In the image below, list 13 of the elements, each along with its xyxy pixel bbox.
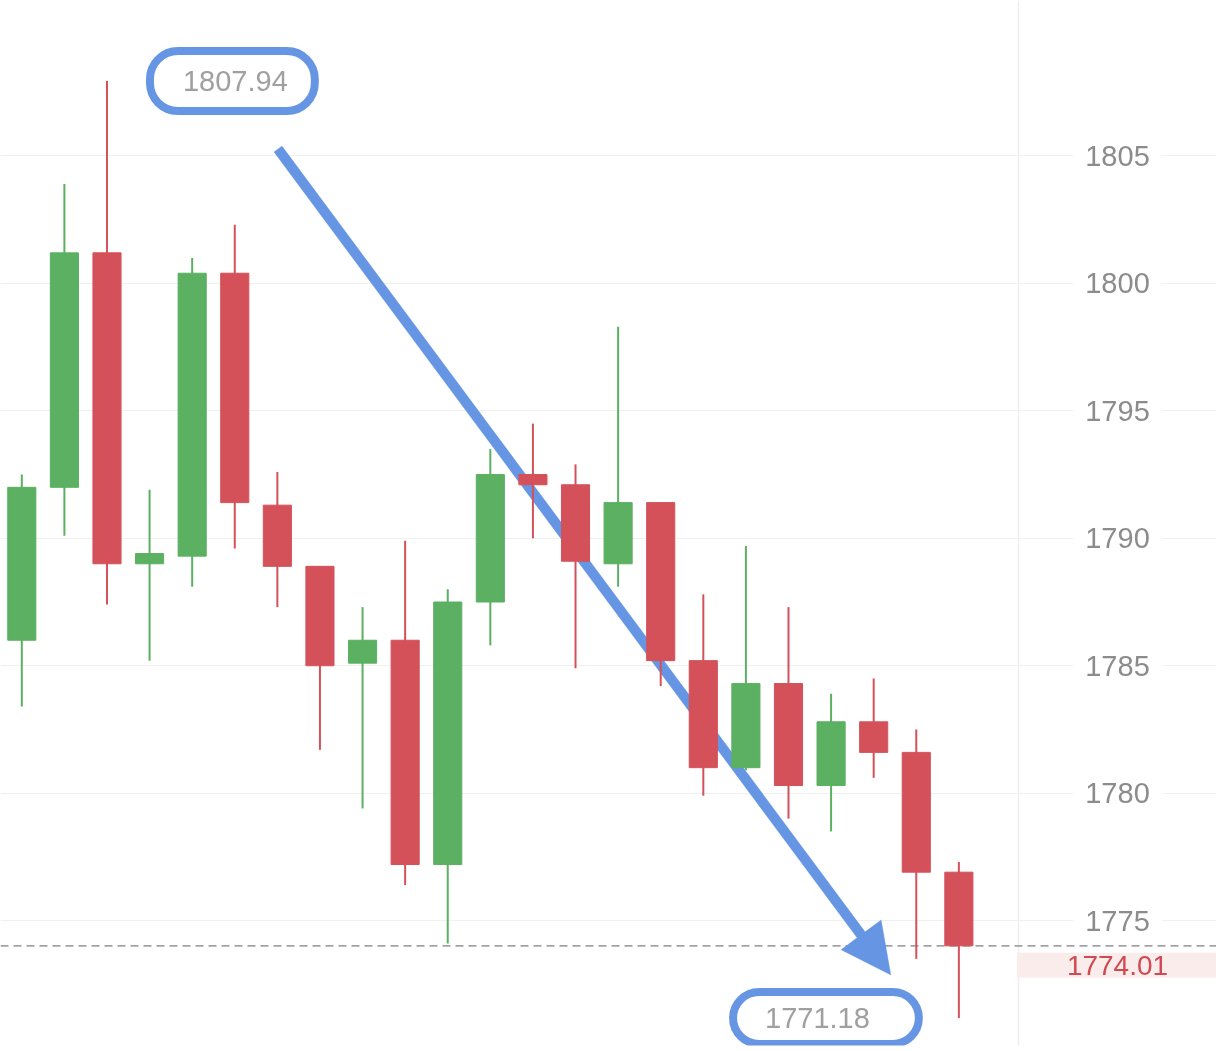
- y-tick-label: 1780: [1085, 777, 1150, 810]
- y-tick-label: 1790: [1085, 522, 1150, 555]
- y-tick-label: 1795: [1085, 394, 1150, 427]
- y-tick-label: 1800: [1085, 267, 1150, 300]
- annotation: 1807.94: [182, 65, 288, 98]
- y-tick-label: 1775: [1085, 904, 1150, 937]
- candlestick: [518, 422, 548, 540]
- y-tick-label: 1785: [1085, 649, 1150, 682]
- candlestick: [135, 488, 165, 662]
- y-tick-label: 1805: [1085, 139, 1150, 172]
- candlestick: [347, 606, 378, 810]
- ref-line-label: 1774.01: [1066, 949, 1169, 981]
- annotation: 1771.18: [765, 1001, 870, 1034]
